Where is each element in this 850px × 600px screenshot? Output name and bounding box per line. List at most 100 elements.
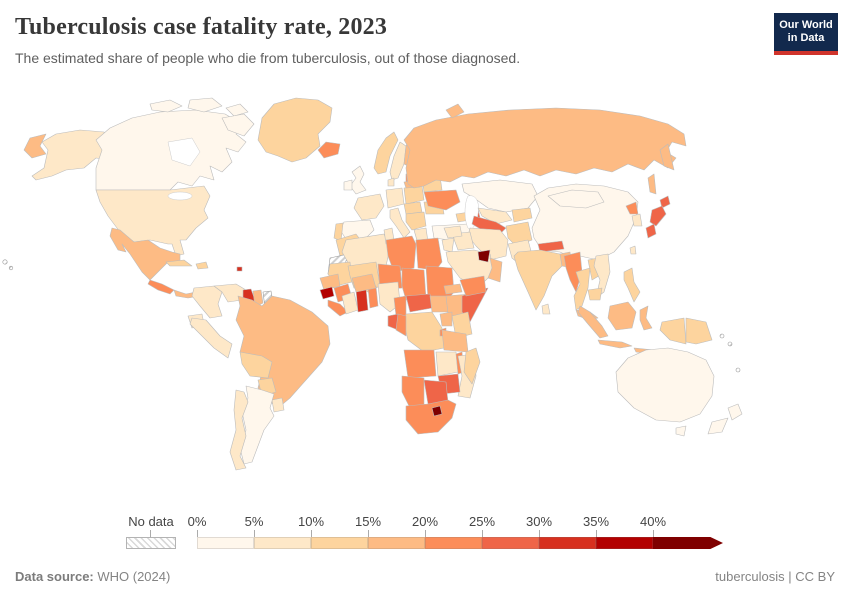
country-australia[interactable] [615,347,715,423]
country-philippines[interactable] [623,267,641,303]
country-iceland[interactable] [317,141,341,159]
country-melanesia-islands[interactable] [727,341,733,347]
country-drc[interactable] [403,311,445,353]
legend-tick [425,530,426,537]
country-ukraine[interactable] [423,189,461,211]
country-france[interactable] [353,193,385,221]
country-central-europe[interactable] [403,201,423,215]
country-cambodia[interactable] [587,287,603,301]
country-central-african-republic[interactable] [405,293,433,313]
country-madagascar[interactable] [463,347,481,385]
country-lesotho[interactable] [431,405,443,417]
country-canada-arctic-island[interactable] [225,103,249,117]
country-indonesia-papua[interactable] [659,317,687,345]
country-uganda[interactable] [439,311,453,327]
legend-swatch-5-10[interactable] [254,537,311,549]
country-namibia[interactable] [401,375,425,409]
country-guinea-bissau[interactable] [319,286,335,300]
country-taiwan[interactable] [629,245,637,255]
country-mexico[interactable] [109,227,181,281]
country-south-korea[interactable] [631,213,643,227]
legend-swatch-10-15[interactable] [311,537,368,549]
country-kenya[interactable] [451,311,473,339]
country-hispaniola[interactable] [195,261,209,270]
country-russia-novaya-zemlya[interactable] [445,103,465,119]
legend-swatch-30-35[interactable] [539,537,596,549]
country-jordan-israel[interactable] [441,237,455,253]
country-nepal[interactable] [537,240,565,253]
country-melanesia-islands[interactable] [719,333,725,339]
country-pacific-islands[interactable] [2,259,8,265]
country-congo[interactable] [395,313,407,337]
country-north-korea[interactable] [625,201,639,215]
country-peru[interactable] [189,317,233,359]
country-germany[interactable] [385,187,405,209]
country-indonesia-java[interactable] [597,339,633,349]
legend-swatch-35-40[interactable] [596,537,653,549]
country-lesser-antilles[interactable] [236,266,243,272]
country-italy[interactable] [389,207,411,239]
country-syria[interactable] [443,225,463,239]
country-eritrea[interactable] [443,283,463,295]
country-uruguay[interactable] [271,397,285,413]
country-botswana[interactable] [423,379,449,405]
country-indonesia-sulawesi[interactable] [639,305,653,331]
country-poland[interactable] [403,185,425,205]
country-pacific-islands[interactable] [8,265,14,271]
owid-logo[interactable]: Our World in Data [774,13,838,55]
legend-swatch-0-5[interactable] [197,537,254,549]
country-indonesia-borneo[interactable] [607,301,637,331]
country-melanesia-islands[interactable] [735,367,741,373]
country-burkina-faso[interactable] [351,273,377,293]
country-colombia[interactable] [191,285,223,319]
country-ireland[interactable] [343,179,353,191]
country-cuba[interactable] [165,259,193,267]
legend-swatch-25-30[interactable] [482,537,539,549]
legend-swatch-15-20[interactable] [368,537,425,549]
country-papua-new-guinea[interactable] [685,317,713,345]
country-canada-arctic-island[interactable] [187,97,223,113]
country-egypt[interactable] [415,237,443,271]
country-russia-kamchatka[interactable] [659,143,675,171]
country-united-kingdom[interactable] [349,165,367,195]
country-russia-sakhalin[interactable] [647,173,657,195]
country-yemen[interactable] [459,275,487,297]
country-brazil[interactable] [235,295,331,409]
country-thailand[interactable] [573,267,591,311]
country-new-zealand-north[interactable] [727,403,743,421]
legend-swatch-40-plus[interactable] [653,537,723,549]
country-denmark[interactable] [387,177,395,187]
country-india[interactable] [513,249,563,311]
country-angola[interactable] [403,349,437,379]
country-bolivia[interactable] [239,351,273,379]
legend-swatch-20-25[interactable] [425,537,482,549]
country-indonesia-sumatra[interactable] [577,305,609,339]
country-japan-hokkaido[interactable] [659,195,671,209]
country-canada-baffin[interactable] [221,113,255,137]
country-uzbekistan[interactable] [477,207,513,225]
country-australia-tasmania[interactable] [675,425,687,437]
country-kyrgyzstan-tajikistan[interactable] [511,207,533,223]
country-zambia[interactable] [435,351,459,377]
country-japan-kyushu[interactable] [645,223,657,239]
country-uae[interactable] [477,249,491,263]
country-balkans[interactable] [405,211,427,231]
country-south-africa[interactable] [405,399,457,435]
country-russia[interactable] [403,107,687,189]
country-chile[interactable] [229,389,249,471]
country-greenland[interactable] [257,97,333,163]
license-text[interactable]: tuberculosis | CC BY [715,569,835,584]
country-mongolia[interactable] [547,189,605,209]
country-canada-arctic-island[interactable] [149,99,183,113]
country-central-america[interactable] [147,279,175,295]
legend-tick-label: 35% [582,514,610,529]
country-libya[interactable] [385,235,417,273]
legend-no-data-swatch[interactable] [126,537,176,549]
country-new-zealand-south[interactable] [707,417,729,435]
country-norway[interactable] [373,131,399,175]
country-oman[interactable] [487,257,503,283]
country-sri-lanka[interactable] [541,303,551,315]
country-russia-chukotka[interactable] [23,133,47,159]
country-japan-honshu[interactable] [649,205,667,227]
country-sierra-leone-liberia[interactable] [327,299,349,317]
